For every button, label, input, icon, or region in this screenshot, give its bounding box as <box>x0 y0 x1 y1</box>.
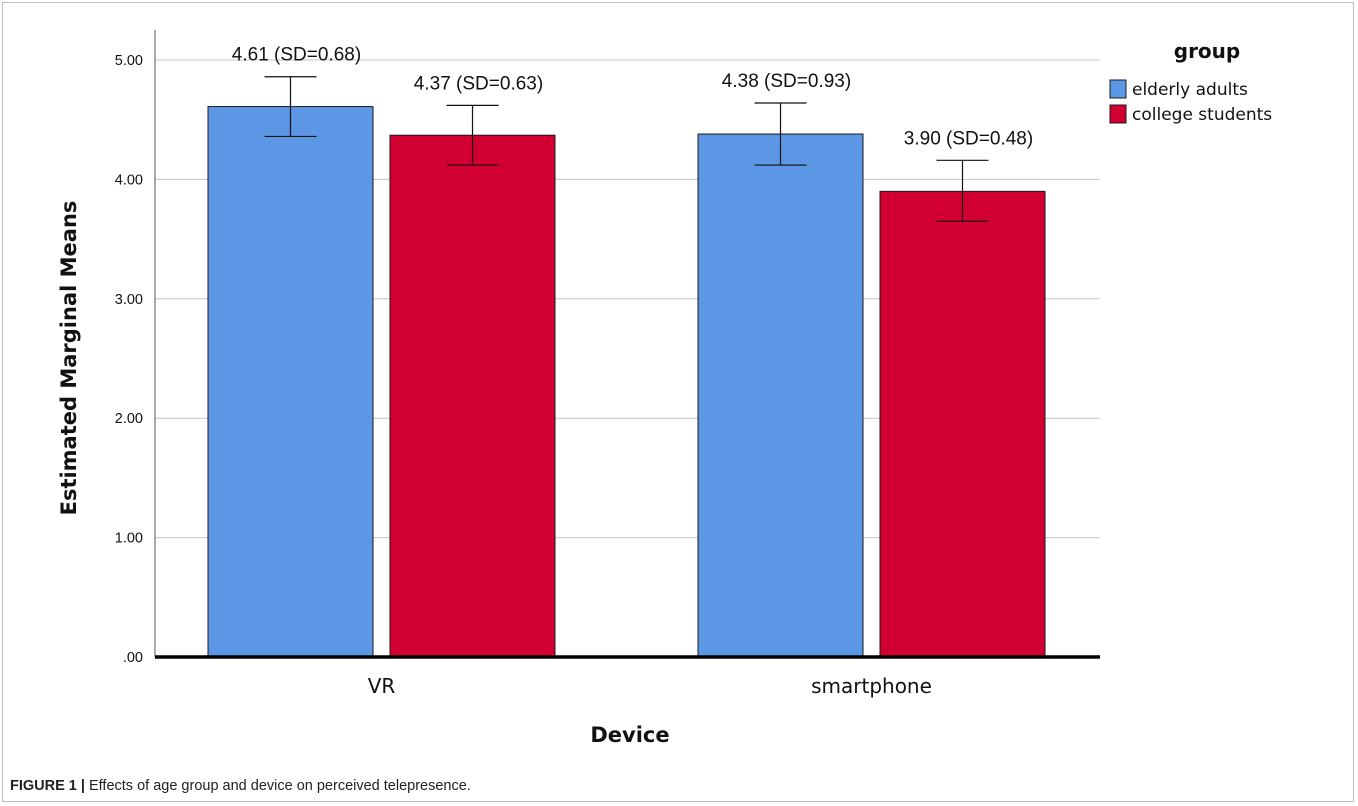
x-axis-title: Device <box>590 723 669 747</box>
x-tick-label: smartphone <box>811 674 932 698</box>
y-axis-title: Estimated Marginal Means <box>57 201 81 516</box>
x-tick-label: VR <box>368 674 396 698</box>
data-label: 4.38 (SD=0.93) <box>722 71 851 92</box>
y-tick-label: 4.00 <box>115 172 143 188</box>
figure-caption-label: FIGURE 1 | <box>10 778 85 794</box>
y-tick-label: 2.00 <box>115 411 143 427</box>
legend-title: group <box>1174 39 1240 63</box>
legend-swatch <box>1109 79 1127 99</box>
figure-caption-text: Effects of age group and device on perce… <box>84 778 471 794</box>
y-tick-label: 5.00 <box>115 53 143 69</box>
data-label: 4.37 (SD=0.63) <box>414 73 543 94</box>
bar <box>879 190 1046 658</box>
legend-label: elderly adults <box>1132 80 1248 100</box>
bar-chart: .00 1.00 2.00 3.00 4.00 5.00 4.61 (SD=0.68) 4.3… <box>57 30 1272 747</box>
figure-caption: FIGURE 1 | Effects of age group and devi… <box>10 778 471 794</box>
bar <box>389 134 556 658</box>
legend-label: college students <box>1132 105 1272 125</box>
y-tick-label: 3.00 <box>115 292 143 308</box>
y-tick-label: .00 <box>123 650 143 666</box>
y-tick-label: 1.00 <box>115 531 143 547</box>
data-label: 4.61 (SD=0.68) <box>232 45 361 66</box>
legend-swatch <box>1109 104 1127 124</box>
bar <box>697 133 864 658</box>
bar <box>207 106 374 658</box>
data-label: 3.90 (SD=0.48) <box>904 128 1033 149</box>
